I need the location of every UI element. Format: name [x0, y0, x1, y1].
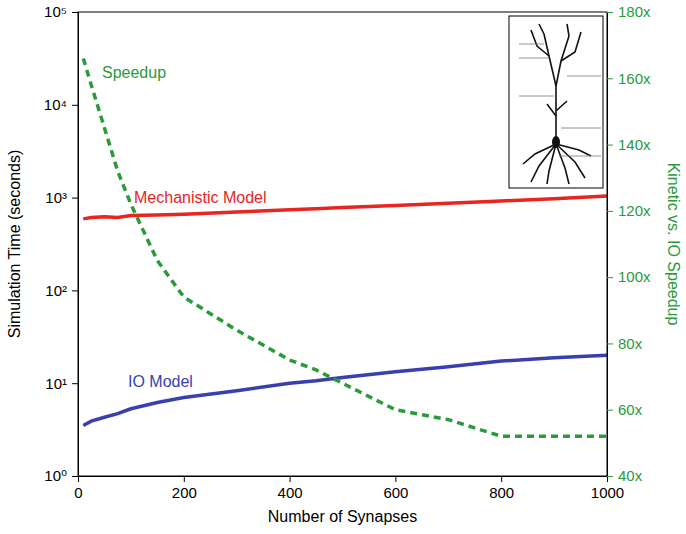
inset-stroke	[523, 144, 556, 164]
plot: 0 200 400 600 800 1000 10⁰ 10¹ 10² 10³ 10⁴ 10⁵ 40x 60…	[44, 3, 651, 500]
x-axis-tick-label: 1000	[591, 484, 624, 501]
y2-axis-tick-mark	[607, 410, 613, 411]
y-axis-tick-label: 10³	[45, 189, 67, 206]
y2-axis-tick: 100x	[607, 268, 651, 285]
y-axis-tick: 10⁴	[44, 96, 78, 113]
y2-axis-tick: 160x	[607, 70, 651, 87]
x-axis-tick: 0	[74, 476, 82, 501]
inset-stroke	[561, 128, 601, 129]
y2-axis-tick-mark	[607, 12, 613, 13]
inset-neuron	[509, 16, 603, 188]
y2-axis-tick-label: 60x	[618, 401, 643, 418]
y-axis-tick-label: 10⁴	[44, 96, 67, 113]
x-axis-tick: 400	[278, 476, 303, 501]
inset-soma	[552, 136, 560, 148]
y2-axis-tick: 180x	[607, 3, 651, 20]
axis-line	[79, 477, 608, 483]
series-label: IO Model	[128, 373, 193, 390]
y-axis-tick-mark	[72, 198, 78, 199]
series-label: Speedup	[102, 64, 166, 81]
axis-line	[72, 13, 79, 477]
y2-axis-tick-label: 180x	[618, 3, 651, 20]
y-axis-tick-mark	[72, 383, 78, 384]
y-axis-tick: 10⁵	[44, 3, 78, 20]
inset-stroke	[561, 32, 581, 61]
inset-stroke	[547, 144, 556, 184]
x-axis-tick-mark	[290, 476, 291, 482]
y2-axis-tick-label: 160x	[618, 70, 651, 87]
lines	[83, 58, 607, 436]
x-axis-title: Number of Synapses	[268, 508, 417, 525]
y2-axis-tick: 60x	[607, 401, 643, 418]
y2-axis-tick-mark	[607, 277, 613, 278]
x-axis-tick-mark	[184, 476, 185, 482]
chart: 0 200 400 600 800 1000 10⁰ 10¹ 10² 10³ 10⁴ 10⁵ 40x 60…	[0, 0, 686, 534]
y-axis-tick: 10³	[45, 189, 78, 206]
y2-axis-tick-mark	[607, 343, 613, 344]
x-axis-tick: 200	[172, 476, 197, 501]
y2-axis-tick-label: 40x	[618, 467, 643, 484]
x-axis-tick-label: 400	[278, 484, 303, 501]
y-axis-tick-label: 10²	[45, 282, 67, 299]
y-axis-tick-mark	[72, 290, 78, 291]
inset-stroke	[544, 34, 556, 86]
inset-stroke	[519, 58, 549, 59]
y-axis-tick-mark	[72, 105, 78, 106]
x-axis-tick-label: 600	[383, 484, 408, 501]
series-line	[83, 355, 607, 425]
inset-stroke	[556, 101, 567, 111]
y2-axis-tick: 140x	[607, 136, 651, 153]
y2-axis-tick-label: 80x	[618, 335, 643, 352]
y-axis-tick: 10⁰	[44, 467, 78, 484]
y-axis-tick-label: 10⁰	[44, 467, 67, 484]
inset-stroke	[559, 156, 601, 157]
y-axis-tick-mark	[72, 12, 78, 13]
x-axis-tick-label: 800	[489, 484, 514, 501]
background	[0, 0, 686, 534]
y-axis-title: Simulation Time (seconds)	[6, 150, 23, 339]
y2-axis-tick: 120x	[607, 202, 651, 219]
x-axis-tick-label: 200	[172, 484, 197, 501]
y2-axis-tick-label: 120x	[618, 202, 651, 219]
x-axis-tick-mark	[501, 476, 502, 482]
y-axis-tick-label: 10¹	[45, 375, 67, 392]
inset-stroke	[519, 96, 554, 97]
y2-axis-tick-label: 140x	[618, 136, 651, 153]
x-axis-tick-label: 0	[74, 484, 82, 501]
x-axis-tick-mark	[395, 476, 396, 482]
inset-frame	[509, 16, 603, 188]
x-axis-tick: 600	[383, 476, 408, 501]
x-axis: 0 200 400 600 800 1000	[74, 476, 624, 501]
y2-axis-tick-mark	[607, 78, 613, 79]
y2-axis-tick: 40x	[607, 467, 643, 484]
y-axis-tick-mark	[72, 476, 78, 477]
inset-stroke	[556, 144, 585, 178]
inset-stroke	[539, 24, 544, 34]
y-axis: 10⁰ 10¹ 10² 10³ 10⁴ 10⁵	[44, 3, 79, 484]
inset-stroke	[531, 30, 549, 56]
y-axis-tick-label: 10⁵	[44, 3, 67, 20]
y2-axis-tick-mark	[607, 211, 613, 212]
y2-axis-tick-label: 100x	[618, 268, 651, 285]
y2-axis-tick-mark	[607, 476, 613, 477]
y2-axis-title: Kinetic vs. IO Speedup	[665, 163, 682, 326]
plot-frame	[78, 12, 607, 476]
y2-axis-tick-mark	[607, 145, 613, 146]
x-axis-tick: 800	[489, 476, 514, 501]
inset-stroke	[547, 104, 556, 116]
inset-stroke	[567, 24, 569, 36]
inset-stroke	[556, 36, 569, 86]
y2-axis-tick: 80x	[607, 335, 643, 352]
y2-axis: 40x 60x 80x 100x 120x 140x 160x 180x	[607, 3, 651, 484]
inset-stroke	[519, 44, 544, 45]
inset-stroke	[556, 144, 591, 156]
y-axis-tick: 10¹	[45, 375, 78, 392]
inset-stroke	[567, 76, 601, 77]
series-line	[83, 58, 607, 436]
axis-line	[608, 13, 614, 477]
y-axis-tick: 10²	[45, 282, 78, 299]
series-label: Mechanistic Model	[134, 189, 267, 206]
